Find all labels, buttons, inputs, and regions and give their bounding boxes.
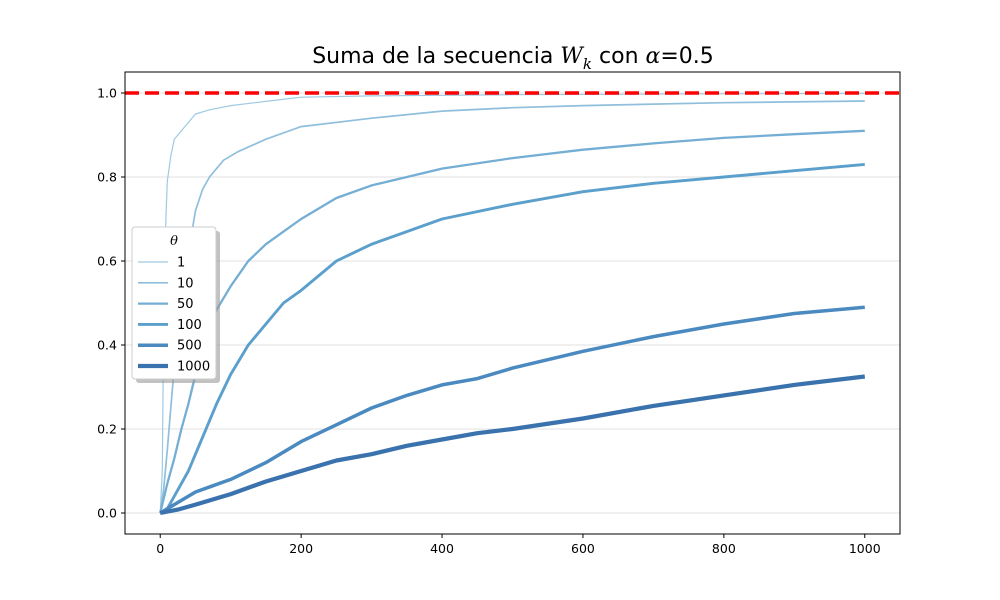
legend-label-500: 500: [177, 339, 202, 354]
legend-title: θ: [170, 234, 178, 249]
legend-label-50: 50: [177, 297, 194, 312]
y-axis: 0.0 0.2 0.4 0.6 0.8 1.0: [97, 86, 125, 521]
legend-label-100: 100: [177, 318, 202, 333]
plot-frame: [124, 71, 901, 535]
y-tick-label: 0.0: [97, 506, 117, 521]
legend-label-1: 1: [177, 256, 185, 271]
legend-items: 1 10 50 100 500 1000: [138, 256, 210, 375]
y-tick-label: 0.6: [97, 254, 117, 269]
y-tick-label: 0.4: [97, 338, 117, 353]
series-line-1000: [159, 374, 866, 516]
x-tick-label: 0: [156, 541, 164, 556]
series-line-50: [159, 129, 865, 514]
x-tick-label: 200: [289, 541, 313, 556]
y-tick-label: 0.8: [97, 170, 117, 185]
legend: θ 1 10 50 100 500 1000: [131, 226, 220, 383]
legend-label-1000: 1000: [177, 360, 210, 375]
x-tick-label: 400: [430, 541, 454, 556]
series-line-100: [159, 162, 865, 515]
x-tick-label: 1000: [849, 541, 881, 556]
x-axis: 0 200 400 600 800 1000: [156, 534, 881, 556]
series-line-500: [159, 305, 865, 515]
legend-label-10: 10: [177, 276, 194, 291]
legend-box: [131, 226, 217, 380]
y-tick-label: 1.0: [97, 86, 117, 101]
chart-title: Suma de la secuencia Wk con α=0.5: [312, 44, 714, 73]
y-tick-label: 0.2: [97, 422, 117, 437]
x-tick-label: 600: [571, 541, 595, 556]
x-tick-label: 800: [712, 541, 736, 556]
